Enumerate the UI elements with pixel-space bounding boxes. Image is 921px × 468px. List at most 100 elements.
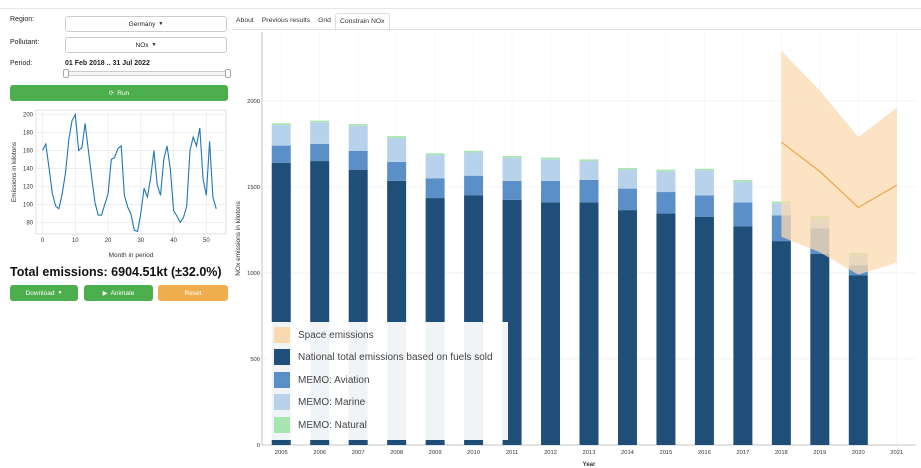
tab-grid[interactable]: Grid: [318, 17, 331, 24]
pollutant-value: NOx: [135, 41, 149, 49]
y-tick-label: 1000: [247, 271, 260, 277]
download-label: Download: [25, 289, 55, 297]
y-tick-label: 100: [23, 202, 34, 208]
x-tick-label: 2013: [583, 450, 596, 456]
monthly-emissions-chart: 80 100 120 140 160 180 200 0 10 20 30 40 50 Month in …: [11, 109, 227, 259]
bar-aviation: [733, 202, 753, 227]
x-tick-label: 50: [203, 238, 210, 244]
animate-button[interactable]: ▶ Animate: [84, 285, 153, 301]
bar-marine: [425, 155, 445, 179]
bar-national: [656, 213, 676, 445]
x-tick-label: 2006: [313, 450, 326, 456]
bar-natural: [310, 120, 330, 123]
bar-marine: [464, 152, 484, 176]
bar-national: [541, 202, 561, 445]
x-tick-label: 2018: [775, 450, 788, 456]
bar-natural: [464, 150, 484, 153]
bar-marine: [656, 171, 676, 193]
legend-swatch: [274, 417, 290, 433]
download-button[interactable]: Download ▼: [10, 285, 78, 301]
x-tick-label: 40: [170, 238, 177, 244]
y-tick-label: 120: [23, 184, 34, 190]
play-icon: ▶: [102, 290, 108, 297]
bar-aviation: [656, 192, 676, 214]
x-tick-label: 2008: [390, 450, 403, 456]
bar-aviation: [617, 188, 637, 211]
tab-bar: About Previous results Grid Constrain NO…: [232, 13, 390, 31]
space-emissions-band: [781, 50, 897, 275]
slider-handle-start[interactable]: [63, 69, 69, 78]
x-tick-label: 20: [105, 238, 112, 244]
chart-legend: Space emissions National total emissions…: [268, 322, 508, 440]
legend-label: MEMO: Aviation: [298, 374, 370, 386]
bar-natural: [733, 179, 753, 182]
reset-button[interactable]: Reset: [158, 285, 228, 301]
bar-aviation: [310, 143, 330, 162]
y-tick-label: 140: [23, 166, 34, 172]
legend-item-natural: MEMO: Natural: [274, 417, 367, 433]
x-tick-label: 2010: [467, 450, 480, 456]
bar-marine: [310, 122, 330, 144]
animate-label: Animate: [110, 289, 135, 297]
x-tick-label: 2009: [429, 450, 442, 456]
control-panel: Region: Germany ▼ Pollutant: NOx ▼ Perio…: [0, 0, 232, 468]
bar-natural: [271, 123, 291, 125]
legend-swatch: [274, 349, 290, 365]
region-label: Region:: [10, 16, 35, 23]
tab-previous-results[interactable]: Previous results: [261, 17, 311, 24]
bar-aviation: [579, 179, 599, 203]
bar-natural: [425, 153, 445, 156]
bar-marine: [617, 169, 637, 189]
legend-label: MEMO: Natural: [298, 419, 367, 431]
bar-marine: [733, 181, 753, 203]
bar-aviation: [464, 175, 484, 196]
legend-item-national: National total emissions based on fuels …: [274, 349, 493, 365]
emissions-line: [42, 112, 217, 232]
bar-aviation: [348, 150, 368, 170]
caret-down-icon: ▼: [158, 21, 164, 27]
period-label: Period:: [10, 60, 33, 67]
period-slider[interactable]: [63, 69, 231, 78]
y-tick-label: 500: [250, 357, 260, 363]
bar-marine: [541, 159, 561, 181]
bar-national: [848, 275, 868, 445]
bar-natural: [617, 167, 637, 170]
total-emissions: Total emissions: 6904.51kt (±32.0%): [10, 265, 222, 279]
y-axis-title: Emissions in kilotons: [11, 141, 18, 202]
legend-item-aviation: MEMO: Aviation: [274, 372, 370, 388]
bar-aviation: [541, 180, 561, 203]
bar-natural: [579, 159, 599, 162]
bar-marine: [387, 137, 407, 162]
bar-aviation: [425, 178, 445, 199]
space-emissions-line: [781, 141, 898, 209]
slider-handle-end[interactable]: [225, 69, 231, 78]
reset-label: Reset: [184, 289, 202, 297]
x-tick-label: 2014: [621, 450, 635, 456]
region-select[interactable]: Germany ▼: [65, 16, 227, 32]
bar-national: [579, 202, 599, 445]
tab-divider: [232, 29, 921, 30]
bar-aviation: [694, 195, 714, 217]
x-tick-label: 30: [137, 238, 144, 244]
pollutant-label: Pollutant:: [10, 39, 40, 46]
y-tick-label: 200: [23, 112, 34, 118]
x-tick-label: 2015: [659, 450, 672, 456]
pollutant-select[interactable]: NOx ▼: [65, 37, 227, 53]
period-value: 01 Feb 2018 .. 31 Jul 2022: [65, 60, 150, 67]
bar-natural: [694, 168, 714, 171]
y-tick-label: 80: [26, 220, 33, 226]
bar-marine: [694, 170, 714, 196]
tab-about[interactable]: About: [236, 17, 254, 24]
y-tick-label: 160: [23, 148, 34, 154]
legend-label: MEMO: Marine: [298, 396, 366, 408]
x-tick-label: 2019: [813, 450, 826, 456]
tab-constrain-nox[interactable]: Constrain NOx: [334, 13, 390, 31]
y-tick-label: 2000: [247, 99, 260, 105]
x-tick-label: 2007: [352, 450, 365, 456]
legend-swatch: [274, 327, 290, 343]
bar-aviation: [502, 180, 522, 200]
run-button[interactable]: ⟳ Run: [10, 85, 228, 101]
y-tick-label: 180: [23, 130, 34, 136]
bar-aviation: [271, 145, 291, 163]
x-tick-label: 0: [41, 238, 45, 244]
